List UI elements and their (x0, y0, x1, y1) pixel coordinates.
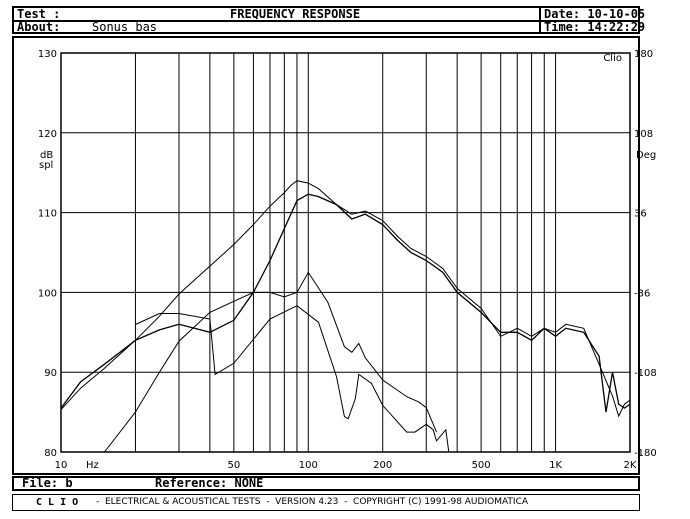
y-tick-label: 80 (44, 448, 57, 459)
y2-tick-label: -36 (634, 288, 650, 299)
y2-tick-label: -108 (634, 368, 657, 379)
x-tick-label: 100 (299, 460, 318, 471)
y2-tick-label: 180 (634, 49, 653, 60)
y2-tick-label: 108 (634, 129, 653, 140)
time-readout: Time: 14:22:29 (544, 20, 646, 34)
footer-banner: - ELECTRICAL & ACOUSTICAL TESTS - VERSIO… (96, 497, 529, 507)
y2-axis-label: Deg (636, 150, 656, 161)
x-tick-label: 2K (624, 460, 637, 471)
series-line-2 (60, 193, 631, 413)
series-line-3 (104, 271, 437, 453)
y-tick-label: 110 (38, 209, 57, 220)
about-label: About: (17, 20, 61, 34)
page-title: FREQUENCY RESPONSE (230, 7, 361, 21)
banner-box (12, 494, 640, 511)
x-tick-label: 10 (55, 460, 68, 471)
test-label: Test : (17, 7, 61, 21)
x-unit-label: Hz (86, 460, 99, 471)
y-tick-label: 120 (38, 129, 57, 140)
chart-tick-labels: 80 90 100 110 120 130 -180 -108 -36 36 108 180 10 50 1… (38, 49, 657, 471)
clio-watermark: Clio (603, 53, 622, 64)
y-tick-label: 90 (44, 368, 57, 379)
chart-series (60, 180, 631, 453)
about-value: Sonus bas (92, 20, 158, 34)
series-line-1 (60, 180, 631, 418)
clio-wordmark: C L I O (36, 497, 79, 508)
x-tick-label: 50 (227, 460, 240, 471)
reference-readout: Reference: NONE (155, 476, 264, 490)
x-tick-label: 1K (549, 460, 562, 471)
chart-frame (12, 36, 640, 475)
x-tick-label: 200 (373, 460, 392, 471)
y-axis-label-db: dB (40, 150, 53, 161)
date-readout: Date: 10-10-05 (544, 7, 646, 21)
footer-box (12, 476, 640, 491)
series-line-4 (135, 305, 450, 453)
y2-tick-label: 36 (634, 209, 647, 220)
y-tick-label: 100 (38, 288, 57, 299)
x-tick-label: 500 (472, 460, 491, 471)
y-tick-label: 130 (38, 49, 57, 60)
header-row-divider (12, 20, 640, 22)
y-axis-label-spl: spl (39, 160, 53, 171)
file-readout: File: b (22, 476, 73, 490)
y2-tick-label: -180 (634, 448, 657, 459)
chart-grid (60, 52, 631, 453)
